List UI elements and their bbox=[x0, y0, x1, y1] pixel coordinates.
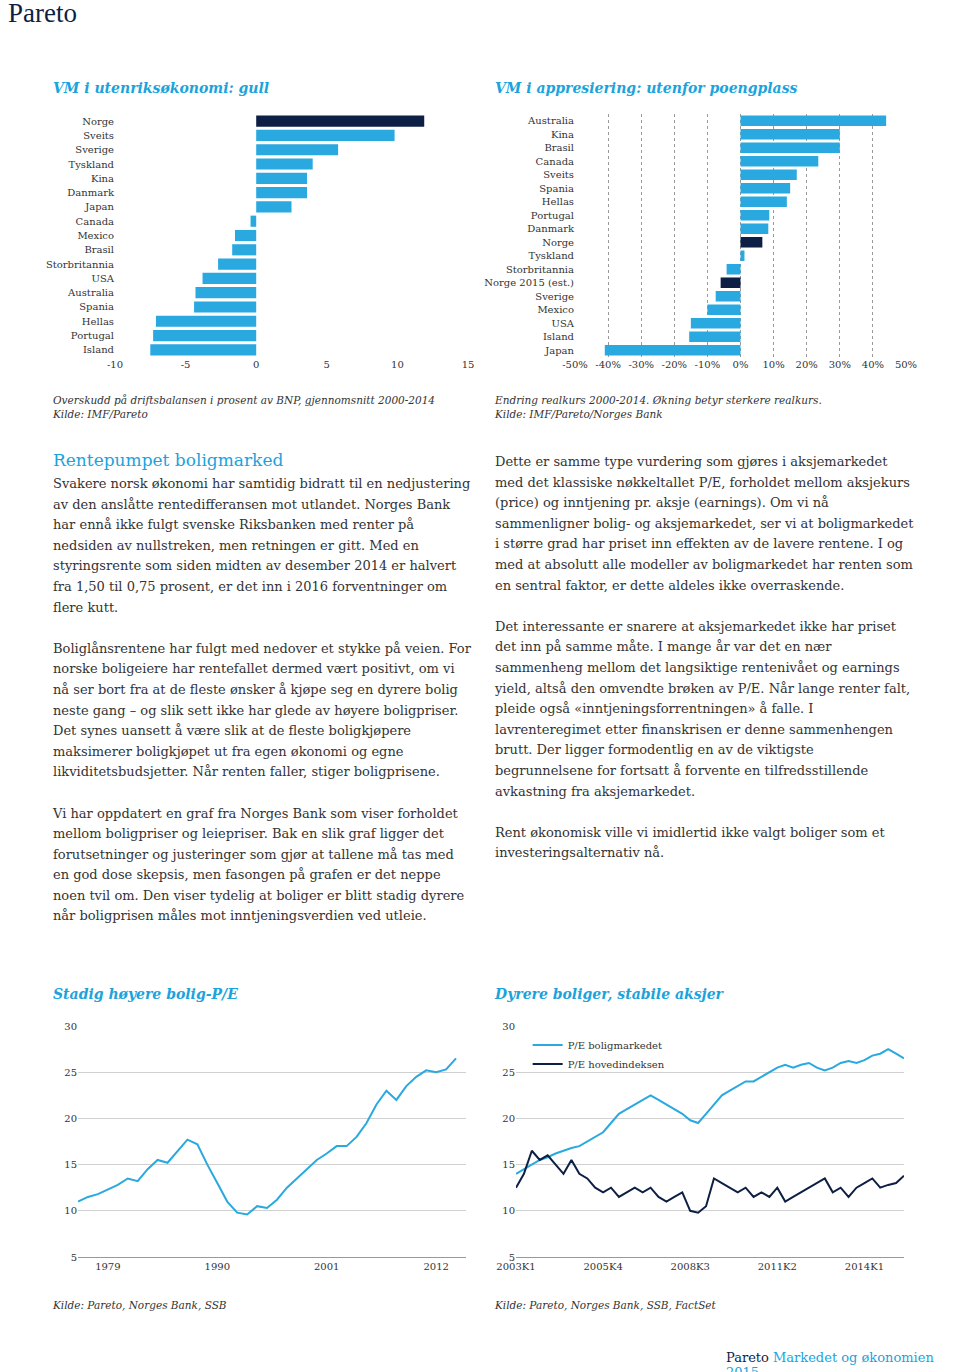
svg-text:5: 5 bbox=[71, 1252, 77, 1263]
html-text:Overskudd på driftsbalansen i: Overskudd på driftsbalansen i prosent av… bbox=[53, 394, 435, 406]
svg-text:Portugal: Portugal bbox=[531, 210, 574, 221]
html-text:Kilde: Pareto, Norges Bank, SS: Kilde: Pareto, Norges Bank, SSB bbox=[53, 1299, 227, 1311]
svg-text:Storbritannia: Storbritannia bbox=[506, 264, 574, 275]
svg-text:Norge: Norge bbox=[82, 116, 114, 127]
svg-text:Sverige: Sverige bbox=[75, 144, 114, 155]
svg-text:0%: 0% bbox=[733, 359, 749, 370]
svg-text:-10%: -10% bbox=[695, 359, 721, 370]
svg-text:Kina: Kina bbox=[91, 173, 114, 184]
svg-text:2001: 2001 bbox=[314, 1261, 339, 1272]
svg-text:Canada: Canada bbox=[76, 216, 114, 227]
svg-text:2011K2: 2011K2 bbox=[758, 1261, 797, 1272]
svg-text:2008K3: 2008K3 bbox=[671, 1261, 710, 1272]
html-text:Det interessante er snarere at: Det interessante er snarere at aksjemark… bbox=[495, 618, 911, 799]
svg-text:Canada: Canada bbox=[536, 156, 574, 167]
svg-text:2005K4: 2005K4 bbox=[583, 1261, 622, 1272]
svg-text:Australia: Australia bbox=[527, 115, 574, 126]
svg-text:USA: USA bbox=[92, 273, 115, 284]
html-text:Dette er samme type vurdering: Dette er samme type vurdering som gjøres… bbox=[495, 454, 914, 593]
svg-text:1990: 1990 bbox=[205, 1261, 230, 1272]
svg-text:15: 15 bbox=[462, 359, 475, 370]
svg-text:Danmark: Danmark bbox=[67, 187, 115, 198]
svg-text:Spania: Spania bbox=[539, 183, 574, 194]
html-text:Kilde: IMF/Pareto: Kilde: IMF/Pareto bbox=[53, 408, 148, 420]
html-text:Dyrere boliger, stabile aksjer: Dyrere boliger, stabile aksjer bbox=[495, 986, 723, 1002]
svg-text:Island: Island bbox=[83, 344, 115, 355]
svg-text:Mexico: Mexico bbox=[537, 304, 574, 315]
svg-text:-30%: -30% bbox=[628, 359, 654, 370]
html-text:Pareto: Pareto bbox=[726, 1350, 769, 1365]
svg-text:2003K1: 2003K1 bbox=[496, 1261, 535, 1272]
svg-text:25: 25 bbox=[502, 1067, 515, 1078]
svg-text:Portugal: Portugal bbox=[71, 330, 114, 341]
svg-text:Australia: Australia bbox=[67, 287, 114, 298]
svg-text:40%: 40% bbox=[862, 359, 884, 370]
svg-text:Kina: Kina bbox=[551, 129, 574, 140]
svg-text:-50%: -50% bbox=[562, 359, 588, 370]
svg-text:30: 30 bbox=[502, 1021, 515, 1032]
svg-text:-5: -5 bbox=[181, 359, 191, 370]
svg-text:Hellas: Hellas bbox=[542, 196, 574, 207]
html-text:Rentepumpet boligmarked: Rentepumpet boligmarked bbox=[53, 450, 284, 470]
svg-text:Tyskland: Tyskland bbox=[528, 250, 574, 261]
svg-text:1979: 1979 bbox=[95, 1261, 120, 1272]
svg-text:Storbritannia: Storbritannia bbox=[46, 259, 114, 270]
html-text:Kilde: IMF/Pareto/Norges Bank: Kilde: IMF/Pareto/Norges Bank bbox=[495, 408, 663, 420]
html-text:VM i utenriksøkonomi: gull: VM i utenriksøkonomi: gull bbox=[53, 80, 270, 96]
html-text:Kilde: Pareto, Norges Bank, SS: Kilde: Pareto, Norges Bank, SSB, FactSet bbox=[495, 1299, 716, 1311]
svg-text:Sveits: Sveits bbox=[83, 130, 114, 141]
svg-text:Tyskland: Tyskland bbox=[68, 159, 114, 170]
svg-text:2012: 2012 bbox=[423, 1261, 448, 1272]
svg-text:50%: 50% bbox=[895, 359, 917, 370]
svg-text:10: 10 bbox=[502, 1205, 515, 1216]
svg-text:10: 10 bbox=[391, 359, 404, 370]
svg-text:5: 5 bbox=[324, 359, 330, 370]
svg-text:Sverige: Sverige bbox=[535, 291, 574, 302]
svg-text:Mexico: Mexico bbox=[77, 230, 114, 241]
svg-text:2014K1: 2014K1 bbox=[845, 1261, 884, 1272]
svg-text:10%: 10% bbox=[762, 359, 784, 370]
svg-text:USA: USA bbox=[552, 318, 575, 329]
svg-text:Japan: Japan bbox=[84, 201, 114, 212]
html-text:Svakere norsk økonomi har samt: Svakere norsk økonomi har samtidig bidra… bbox=[53, 476, 471, 615]
svg-text:5: 5 bbox=[509, 1252, 515, 1263]
svg-text:Sveits: Sveits bbox=[543, 169, 574, 180]
svg-text:Brasil: Brasil bbox=[544, 142, 574, 153]
svg-text:P/E boligmarkedet: P/E boligmarkedet bbox=[568, 1040, 662, 1051]
svg-text:20: 20 bbox=[64, 1113, 77, 1124]
svg-text:Brasil: Brasil bbox=[84, 244, 114, 255]
svg-text:0: 0 bbox=[253, 359, 259, 370]
svg-text:Spania: Spania bbox=[79, 301, 114, 312]
svg-text:20: 20 bbox=[502, 1113, 515, 1124]
html-text:Boliglånsrentene har fulgt med: Boliglånsrentene har fulgt med nedover e… bbox=[53, 640, 471, 780]
svg-text:-20%: -20% bbox=[661, 359, 687, 370]
svg-text:30: 30 bbox=[64, 1021, 77, 1032]
html-text:VM i appresiering: utenfor poe: VM i appresiering: utenfor poengplass bbox=[495, 80, 798, 96]
svg-text:Norge 2015 (est.): Norge 2015 (est.) bbox=[484, 277, 574, 288]
svg-text:Danmark: Danmark bbox=[527, 223, 575, 234]
svg-text:Japan: Japan bbox=[544, 345, 574, 356]
svg-text:30%: 30% bbox=[829, 359, 851, 370]
svg-text:15: 15 bbox=[502, 1159, 515, 1170]
svg-text:Hellas: Hellas bbox=[82, 316, 114, 327]
html-text:Stadig høyere bolig-P/E: Stadig høyere bolig-P/E bbox=[53, 986, 238, 1002]
svg-text:10: 10 bbox=[64, 1205, 77, 1216]
svg-text:15: 15 bbox=[64, 1159, 77, 1170]
svg-text:-10: -10 bbox=[107, 359, 123, 370]
svg-text:Island: Island bbox=[543, 331, 575, 342]
svg-text:Norge: Norge bbox=[542, 237, 574, 248]
svg-text:P/E hovedindeksen: P/E hovedindeksen bbox=[568, 1059, 665, 1070]
html-text:Vi har oppdatert en graf fra N: Vi har oppdatert en graf fra Norges Bank… bbox=[53, 805, 465, 924]
svg-text:-40%: -40% bbox=[595, 359, 621, 370]
svg-text:25: 25 bbox=[64, 1067, 77, 1078]
html-text:Endring realkurs 2000-2014. Øk: Endring realkurs 2000-2014. Økning betyr… bbox=[495, 394, 822, 406]
svg-text:20%: 20% bbox=[796, 359, 818, 370]
html-text:Rent økonomisk ville vi imidle: Rent økonomisk ville vi imidlertid ikke … bbox=[495, 824, 885, 861]
